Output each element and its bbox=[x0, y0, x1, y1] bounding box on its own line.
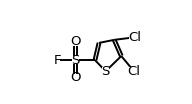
Text: Cl: Cl bbox=[127, 65, 141, 78]
FancyBboxPatch shape bbox=[102, 67, 109, 75]
FancyBboxPatch shape bbox=[128, 67, 140, 75]
FancyBboxPatch shape bbox=[72, 56, 79, 64]
Text: F: F bbox=[53, 54, 61, 67]
FancyBboxPatch shape bbox=[72, 74, 79, 82]
Text: S: S bbox=[71, 54, 79, 67]
Text: Cl: Cl bbox=[128, 31, 141, 44]
FancyBboxPatch shape bbox=[54, 56, 60, 64]
Text: O: O bbox=[70, 71, 80, 84]
Text: S: S bbox=[101, 65, 110, 78]
Text: O: O bbox=[70, 35, 80, 48]
FancyBboxPatch shape bbox=[72, 38, 79, 46]
FancyBboxPatch shape bbox=[129, 33, 140, 41]
